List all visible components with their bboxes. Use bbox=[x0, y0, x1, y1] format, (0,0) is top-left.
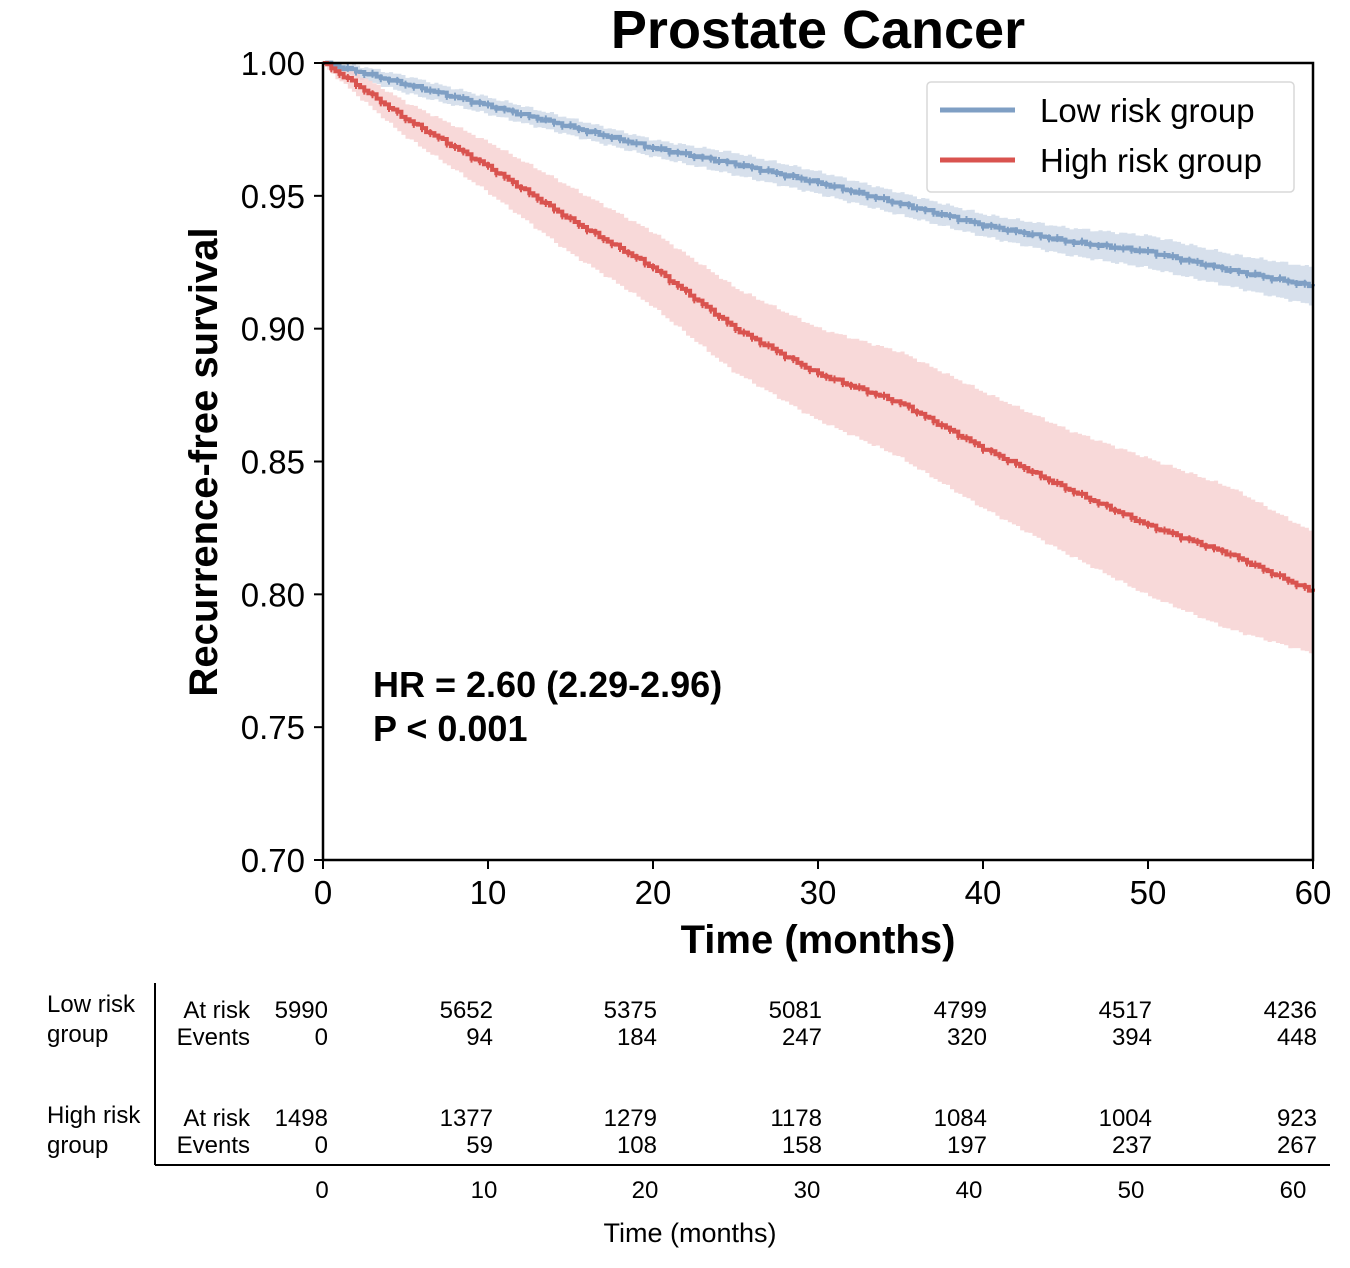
censor-marks-high-risk bbox=[330, 64, 1314, 596]
risk-table-x-axis-label: Time (months) bbox=[603, 1218, 776, 1248]
at-risk-count: 4799 bbox=[934, 997, 987, 1024]
y-axis-label: Recurrence-free survival bbox=[182, 227, 226, 696]
x-tick-label: 40 bbox=[965, 874, 1002, 911]
y-tick-label: 0.75 bbox=[241, 709, 305, 746]
at-risk-count: 4236 bbox=[1264, 997, 1317, 1024]
events-count: 197 bbox=[947, 1132, 987, 1159]
hazard-ratio-annotation: HR = 2.60 (2.29-2.96) bbox=[373, 664, 722, 705]
at-risk-row-label: At risk bbox=[183, 1105, 251, 1132]
risk-group-label-line1: High risk bbox=[47, 1102, 141, 1129]
at-risk-count: 5990 bbox=[275, 997, 328, 1024]
chart-title: Prostate Cancer bbox=[611, 0, 1025, 60]
ci-band-high-risk bbox=[323, 63, 1313, 654]
events-count: 108 bbox=[617, 1132, 657, 1159]
risk-table-time-label: 50 bbox=[1118, 1177, 1145, 1204]
events-count: 0 bbox=[315, 1024, 328, 1051]
y-tick-label: 0.80 bbox=[241, 576, 305, 613]
events-count: 267 bbox=[1277, 1132, 1317, 1159]
x-tick-label: 60 bbox=[1295, 874, 1332, 911]
at-risk-count: 1178 bbox=[770, 1105, 822, 1132]
risk-group-label-line2: group bbox=[47, 1132, 108, 1159]
risk-table-time-ticks: 0 10 20 30 40 50 60 bbox=[315, 1177, 1306, 1204]
events-count: 394 bbox=[1112, 1024, 1152, 1051]
curve-group-high-risk bbox=[323, 61, 1315, 596]
at-risk-count: 1377 bbox=[440, 1105, 493, 1132]
events-count: 0 bbox=[315, 1132, 328, 1159]
x-tick-label: 50 bbox=[1130, 874, 1167, 911]
events-count: 247 bbox=[782, 1024, 822, 1051]
x-tick-label: 10 bbox=[470, 874, 507, 911]
risk-table-time-label: 30 bbox=[794, 1177, 821, 1204]
at-risk-count: 5375 bbox=[604, 997, 657, 1024]
y-tick-label: 0.95 bbox=[241, 178, 305, 215]
at-risk-count: 923 bbox=[1277, 1105, 1317, 1132]
y-tick-label: 0.70 bbox=[241, 842, 305, 879]
risk-group-label-line2: group bbox=[47, 1021, 108, 1048]
events-count: 94 bbox=[466, 1024, 493, 1051]
y-axis-ticks: 0.70 0.75 0.80 0.85 0.90 0.95 1.00 bbox=[241, 45, 323, 879]
x-tick-label: 20 bbox=[635, 874, 672, 911]
at-risk-count: 1004 bbox=[1099, 1105, 1152, 1132]
x-tick-label: 30 bbox=[800, 874, 837, 911]
legend-label-high-risk: High risk group bbox=[1040, 142, 1262, 179]
risk-table: Low risk group At risk Events High risk … bbox=[47, 983, 1330, 1248]
at-risk-count: 1498 bbox=[275, 1105, 328, 1132]
events-row-label: Events bbox=[177, 1132, 250, 1159]
risk-table-time-label: 20 bbox=[632, 1177, 659, 1204]
legend-label-low-risk: Low risk group bbox=[1040, 92, 1255, 129]
y-tick-label: 0.90 bbox=[241, 311, 305, 348]
at-risk-count: 5081 bbox=[769, 997, 822, 1024]
risk-table-values: 5990 5652 5375 5081 4799 4517 4236 0 94 184 247 320… bbox=[275, 997, 1317, 1159]
events-count: 320 bbox=[947, 1024, 987, 1051]
x-tick-label: 0 bbox=[314, 874, 332, 911]
y-tick-label: 0.85 bbox=[241, 444, 305, 481]
risk-table-time-label: 10 bbox=[471, 1177, 498, 1204]
y-tick-label: 1.00 bbox=[241, 45, 305, 82]
events-count: 158 bbox=[782, 1132, 822, 1159]
events-count: 184 bbox=[617, 1024, 657, 1051]
legend-frame bbox=[926, 81, 1295, 193]
x-axis-label: Time (months) bbox=[681, 918, 956, 962]
legend: Low risk group High risk group bbox=[926, 81, 1295, 193]
at-risk-count: 1084 bbox=[934, 1105, 987, 1132]
events-count: 59 bbox=[466, 1132, 493, 1159]
at-risk-count: 4517 bbox=[1099, 997, 1152, 1024]
events-row-label: Events bbox=[177, 1024, 250, 1051]
p-value-annotation: P < 0.001 bbox=[373, 708, 527, 749]
x-axis-ticks: 0 10 20 30 40 50 60 bbox=[314, 860, 1332, 911]
risk-group-label-line1: Low risk bbox=[47, 991, 136, 1018]
events-count: 237 bbox=[1112, 1132, 1152, 1159]
events-count: 448 bbox=[1277, 1024, 1317, 1051]
survival-curves bbox=[323, 60, 1315, 596]
at-risk-row-label: At risk bbox=[183, 997, 251, 1024]
at-risk-count: 1279 bbox=[604, 1105, 657, 1132]
risk-table-time-label: 0 bbox=[315, 1177, 328, 1204]
at-risk-count: 5652 bbox=[440, 997, 493, 1024]
risk-table-time-label: 40 bbox=[956, 1177, 983, 1204]
risk-table-time-label: 60 bbox=[1280, 1177, 1307, 1204]
